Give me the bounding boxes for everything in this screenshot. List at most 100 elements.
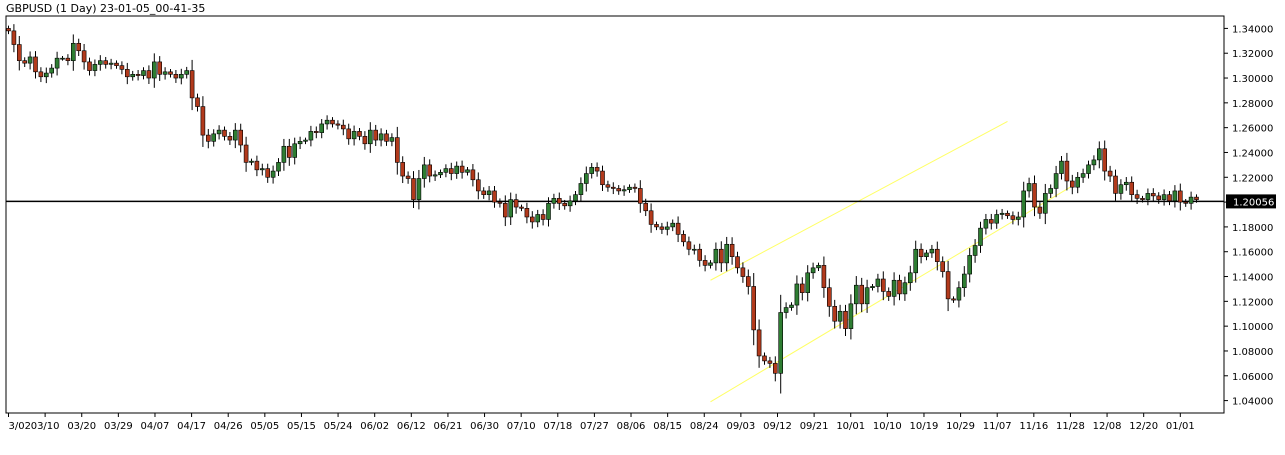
- candle-body: [535, 214, 541, 223]
- candle-body: [551, 198, 557, 204]
- candle-body: [308, 131, 314, 141]
- candle-body: [454, 165, 460, 174]
- candle-body: [335, 123, 341, 126]
- candle-body: [303, 139, 308, 142]
- x-tick-label: 12/08: [1093, 421, 1122, 432]
- candle-body: [286, 145, 292, 158]
- candle-body: [119, 65, 125, 70]
- candle-body: [616, 188, 622, 192]
- x-tick-label: 03/29: [104, 421, 133, 432]
- candle-body: [745, 276, 751, 287]
- candle-body: [562, 203, 568, 207]
- candle-body: [843, 310, 848, 329]
- candle-body: [216, 129, 222, 135]
- candle-body: [902, 282, 908, 295]
- candle-body: [1124, 181, 1129, 186]
- candle-body: [200, 106, 206, 136]
- candle-body: [492, 190, 497, 203]
- candle-body: [443, 168, 449, 173]
- current-price-label: 1.20056: [1233, 197, 1274, 208]
- candle-body: [38, 71, 44, 78]
- candle-body: [238, 129, 243, 146]
- y-tick-label: 1.08000: [1232, 347, 1273, 358]
- candle-body: [222, 129, 227, 137]
- candle-body: [794, 283, 800, 306]
- candle-body: [1118, 184, 1124, 194]
- candle-body: [173, 74, 179, 79]
- candle-body: [389, 137, 395, 142]
- candle-body: [49, 67, 55, 74]
- candle-body: [1151, 193, 1156, 197]
- candle-body: [243, 144, 249, 163]
- plot-area-border: [5, 15, 1225, 414]
- candle-body: [76, 42, 81, 52]
- candle-body: [1140, 198, 1145, 200]
- candle-body: [826, 287, 832, 307]
- candle-body: [1102, 148, 1107, 172]
- candle-body: [994, 214, 1000, 224]
- x-tick-label: 06/02: [360, 421, 389, 432]
- candle-body: [567, 200, 573, 207]
- y-tick-label: 1.18000: [1232, 223, 1273, 234]
- candle-body: [594, 167, 600, 172]
- candle-body: [654, 224, 659, 228]
- candle-body: [1097, 148, 1102, 161]
- candle-body: [789, 304, 794, 308]
- x-tick-label: 04/07: [141, 421, 170, 432]
- y-tick-label: 1.28000: [1232, 99, 1273, 110]
- candle-body: [11, 30, 17, 45]
- candle-body: [313, 131, 319, 133]
- candle-body: [270, 170, 276, 178]
- candle-body: [502, 203, 508, 218]
- candle-body: [1145, 193, 1151, 200]
- candle-body: [578, 183, 584, 195]
- candle-body: [1178, 190, 1183, 203]
- candle-body: [729, 243, 735, 257]
- candle-body: [961, 273, 967, 288]
- candle-body: [373, 129, 379, 141]
- candle-body: [929, 248, 935, 254]
- y-tick-label: 1.16000: [1232, 248, 1273, 259]
- candle-body: [486, 190, 492, 195]
- candle-body: [60, 57, 65, 60]
- x-tick-label: 04/17: [177, 421, 206, 432]
- candle-body: [319, 123, 325, 133]
- candle-body: [81, 50, 87, 63]
- candle-body: [1015, 216, 1021, 220]
- x-tick-label: 3/02: [9, 421, 31, 432]
- candle-body: [686, 241, 692, 250]
- candle-body: [465, 169, 470, 173]
- candle-body: [1156, 195, 1161, 200]
- candle-body: [659, 226, 665, 230]
- candle-body: [610, 186, 616, 189]
- candle-body: [362, 136, 368, 145]
- candle-body: [367, 129, 373, 145]
- candle-body: [103, 60, 108, 65]
- x-tick-label: 11/28: [1056, 421, 1085, 432]
- candle-body: [681, 234, 686, 243]
- x-tick-label: 11/07: [983, 421, 1012, 432]
- y-tick-label: 1.04000: [1232, 397, 1273, 408]
- candle-body: [799, 283, 805, 293]
- candle-body: [589, 167, 595, 174]
- y-tick-label: 1.14000: [1232, 273, 1273, 284]
- x-tick-label: 10/10: [873, 421, 902, 432]
- candle-body: [891, 279, 897, 297]
- candle-body: [778, 312, 784, 374]
- candle-body: [421, 164, 427, 179]
- x-tick-label: 08/15: [653, 421, 682, 432]
- candle-body: [546, 203, 551, 220]
- x-tick-label: 09/03: [726, 421, 755, 432]
- candle-body: [432, 174, 438, 177]
- candle-body: [751, 286, 757, 331]
- x-tick-label: 08/06: [617, 421, 646, 432]
- candle-body: [265, 168, 271, 178]
- candle-body: [65, 57, 71, 61]
- candle-body: [556, 198, 562, 204]
- x-tick-label: 10/29: [946, 421, 975, 432]
- channel-lower-line: [710, 185, 1073, 403]
- candle-body: [384, 133, 389, 142]
- candle-body: [972, 245, 978, 256]
- candle-body: [664, 226, 670, 230]
